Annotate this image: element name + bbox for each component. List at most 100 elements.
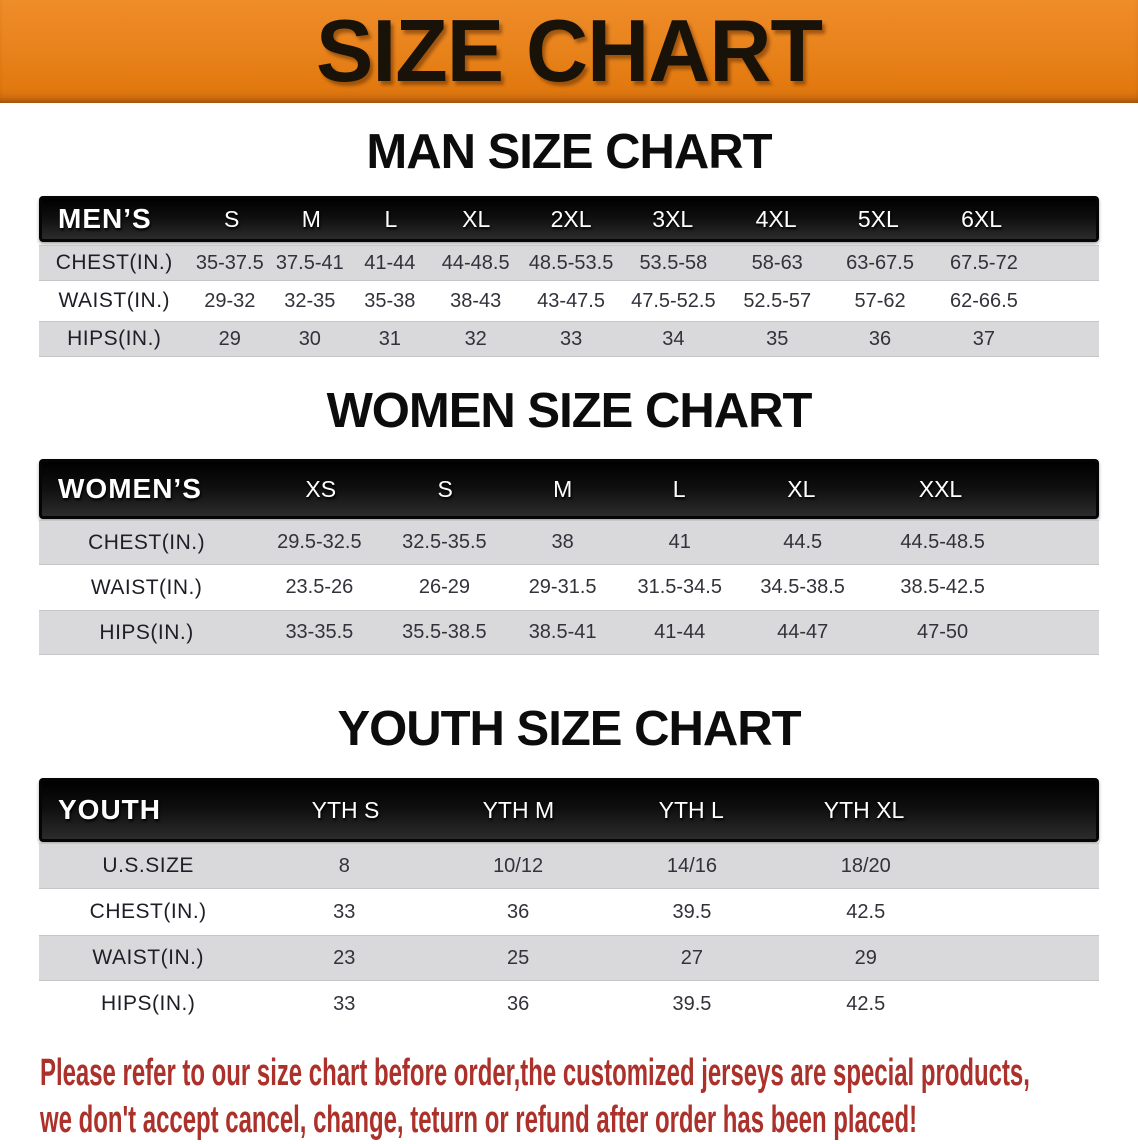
value-cell: 34 — [662, 327, 685, 350]
value-cell: 29 — [854, 946, 877, 969]
column-header-cell: L — [672, 475, 686, 502]
value-cell: 37.5-41 — [275, 251, 344, 274]
column-header-cell: S — [437, 475, 453, 502]
value-cell: 33-35.5 — [285, 621, 354, 643]
value-cell: 52.5-57 — [743, 289, 812, 312]
banner: SIZE CHART — [0, 0, 1138, 103]
disclaimer-line-2: we don't accept cancel, change, teturn o… — [40, 1099, 918, 1141]
men-size-table: MEN’S S M L XL 2XL 3XL 4XL 5XL 6XL CHEST(IN.) 35-37… — [39, 196, 1099, 357]
value-cell: 58-63 — [751, 251, 803, 274]
value-cell: 47.5-52.5 — [631, 289, 716, 312]
table-row: CHEST(IN.) 29.5-32.5 32.5-35.5 38 41 44.5 44.5… — [39, 520, 1099, 565]
row-label-cell: U.S.SIZE — [102, 854, 194, 877]
value-cell: 38.5-42.5 — [900, 576, 985, 598]
value-cell: 34.5-38.5 — [760, 576, 845, 598]
table-row: HIPS(IN.) 33 36 39.5 42.5 — [39, 982, 1099, 1026]
page-title: SIZE CHART — [316, 1, 823, 101]
column-header-cell: YTH L — [658, 796, 724, 823]
column-header-cell: M — [301, 205, 321, 232]
column-header-cell: YTH S — [311, 796, 380, 823]
value-cell: 44.5 — [783, 531, 823, 553]
row-label-cell: WAIST(IN.) — [92, 946, 204, 969]
table-row: WAIST(IN.) 29-32 32-35 35-38 38-43 43-47.5 47.… — [39, 284, 1099, 318]
value-cell: 32-35 — [284, 289, 336, 312]
column-header-cell: YTH XL — [823, 796, 905, 823]
size-table-header-row: MEN’S S M L XL 2XL 3XL 4XL 5XL 6XL — [39, 196, 1099, 242]
row-label-cell: WAIST(IN.) — [90, 575, 203, 599]
value-cell: 36 — [506, 900, 530, 923]
women-size-table: WOMEN’S XS S M L XL XXL CHEST(IN.) 29.5-32.5 32.5… — [39, 459, 1099, 655]
value-cell: 14/16 — [666, 854, 717, 877]
column-header-cell: XL — [787, 475, 816, 502]
value-cell: 35-38 — [364, 289, 416, 312]
column-header-cell: YTH M — [482, 796, 555, 823]
row-label-cell: CHEST(IN.) — [88, 530, 206, 554]
value-cell: 23 — [333, 946, 356, 969]
value-cell: 42.5 — [846, 992, 886, 1015]
value-cell: 36 — [868, 327, 892, 350]
table-row: WAIST(IN.) 23.5-26 26-29 29-31.5 31.5-34.5 34… — [39, 566, 1099, 609]
value-cell: 41-44 — [364, 251, 416, 274]
women-section-heading: WOMEN SIZE CHART — [326, 384, 813, 438]
row-label-cell: CHEST(IN.) — [89, 900, 207, 923]
value-cell: 32 — [464, 327, 487, 350]
women-size-section: WOMEN SIZE CHART WOMEN’S XS S M L XL XXL CHEST(… — [0, 387, 1138, 655]
value-cell: 8 — [338, 854, 350, 877]
value-cell: 38 — [551, 531, 574, 553]
value-cell: 47-50 — [917, 621, 969, 643]
row-label-cell: HIPS(IN.) — [99, 620, 194, 644]
column-header-cell: XXL — [918, 475, 963, 502]
value-cell: 57-62 — [854, 289, 906, 312]
value-cell: 35-37.5 — [195, 251, 264, 274]
value-cell: 35.5-38.5 — [402, 621, 487, 643]
table-title-cell: YOUTH — [58, 794, 161, 825]
value-cell: 25 — [506, 946, 530, 969]
column-header-cell: 5XL — [857, 205, 899, 232]
value-cell: 43-47.5 — [537, 289, 605, 312]
table-row: CHEST(IN.) 35-37.5 37.5-41 41-44 44-48.5 48.5… — [39, 245, 1099, 281]
value-cell: 32.5-35.5 — [402, 531, 487, 553]
value-cell: 44-47 — [777, 621, 829, 643]
table-row: CHEST(IN.) 33 36 39.5 42.5 — [39, 890, 1099, 934]
disclaimer-line-1: Please refer to our size chart before or… — [40, 1052, 1030, 1094]
value-cell: 36 — [506, 992, 530, 1015]
row-label-cell: CHEST(IN.) — [55, 251, 173, 274]
size-table-header-row: YOUTH YTH S YTH M YTH L YTH XL — [39, 778, 1099, 842]
value-cell: 35 — [766, 327, 789, 350]
column-header-cell: 4XL — [755, 205, 797, 232]
value-cell: 42.5 — [846, 900, 886, 923]
value-cell: 63-67.5 — [846, 251, 914, 274]
value-cell: 33 — [333, 992, 356, 1015]
value-cell: 39.5 — [672, 900, 712, 923]
row-label-cell: WAIST(IN.) — [58, 289, 171, 312]
value-cell: 29-31.5 — [528, 576, 597, 598]
disclaimer: Please refer to our size chart before or… — [40, 1050, 1138, 1144]
column-header-cell: XS — [305, 475, 337, 502]
value-cell: 31.5-34.5 — [637, 576, 722, 598]
row-label-cell: HIPS(IN.) — [67, 327, 162, 350]
column-header-cell: M — [553, 475, 573, 502]
value-cell: 37 — [972, 327, 996, 350]
table-row: WAIST(IN.) 23 25 27 29 — [39, 935, 1099, 981]
value-cell: 30 — [298, 327, 321, 350]
value-cell: 38.5-41 — [528, 621, 597, 643]
table-title-cell: WOMEN’S — [58, 473, 202, 504]
value-cell: 31 — [378, 327, 401, 350]
value-cell: 23.5-26 — [285, 576, 354, 598]
value-cell: 33 — [559, 327, 583, 350]
value-cell: 41-44 — [654, 621, 706, 643]
column-header-cell: 6XL — [961, 205, 1003, 232]
table-row: HIPS(IN.) 29 30 31 32 33 34 35 36 37 — [39, 321, 1099, 357]
column-header-cell: XL — [462, 205, 491, 232]
column-header-cell: 2XL — [550, 205, 592, 232]
value-cell: 10/12 — [493, 854, 544, 877]
value-cell: 41 — [668, 531, 691, 553]
size-table-header-row: WOMEN’S XS S M L XL XXL — [39, 459, 1099, 519]
value-cell: 29.5-32.5 — [277, 531, 362, 553]
value-cell: 26-29 — [418, 576, 470, 598]
table-row: HIPS(IN.) 33-35.5 35.5-38.5 38.5-41 41-44 44-… — [39, 610, 1099, 655]
value-cell: 53.5-58 — [639, 251, 708, 274]
row-label-cell: HIPS(IN.) — [101, 992, 196, 1015]
table-title-cell: MEN’S — [58, 203, 152, 234]
